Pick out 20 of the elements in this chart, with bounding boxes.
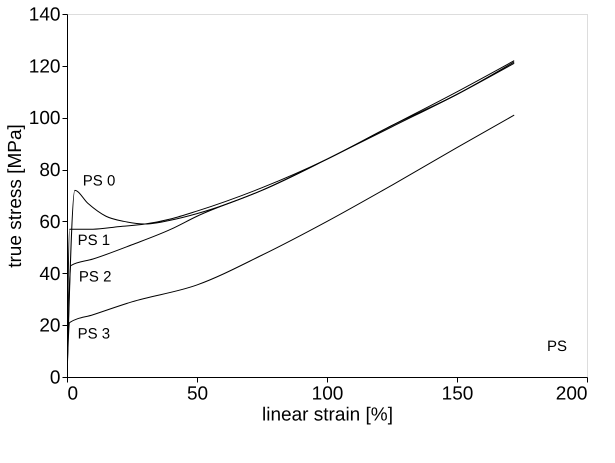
y-axis-title: true stress [MPa] (4, 124, 26, 268)
y-tick-label: 100 (28, 108, 60, 130)
x-axis-title: linear strain [%] (262, 404, 393, 426)
series-label: PS 0 (82, 172, 116, 190)
x-tick-label: 100 (312, 384, 344, 404)
y-tick-label: 60 (39, 212, 60, 233)
y-tick-label: 20 (39, 316, 60, 337)
y-tick-label: 120 (28, 56, 60, 78)
x-tick-label: 200 (556, 384, 588, 404)
series-label: PS 3 (78, 326, 110, 343)
series-label: PS 1 (78, 232, 110, 250)
y-tick-label: 40 (39, 264, 60, 285)
y-tick-label: 80 (39, 160, 60, 182)
y-tick-label: 140 (28, 4, 60, 26)
y-tick-label: 0 (50, 368, 60, 388)
annotation: PS (546, 338, 567, 355)
x-tick-label: 0 (68, 384, 78, 404)
x-tick-label: 150 (442, 384, 474, 404)
x-tick-label: 50 (186, 384, 208, 404)
series-label: PS 2 (78, 268, 112, 286)
